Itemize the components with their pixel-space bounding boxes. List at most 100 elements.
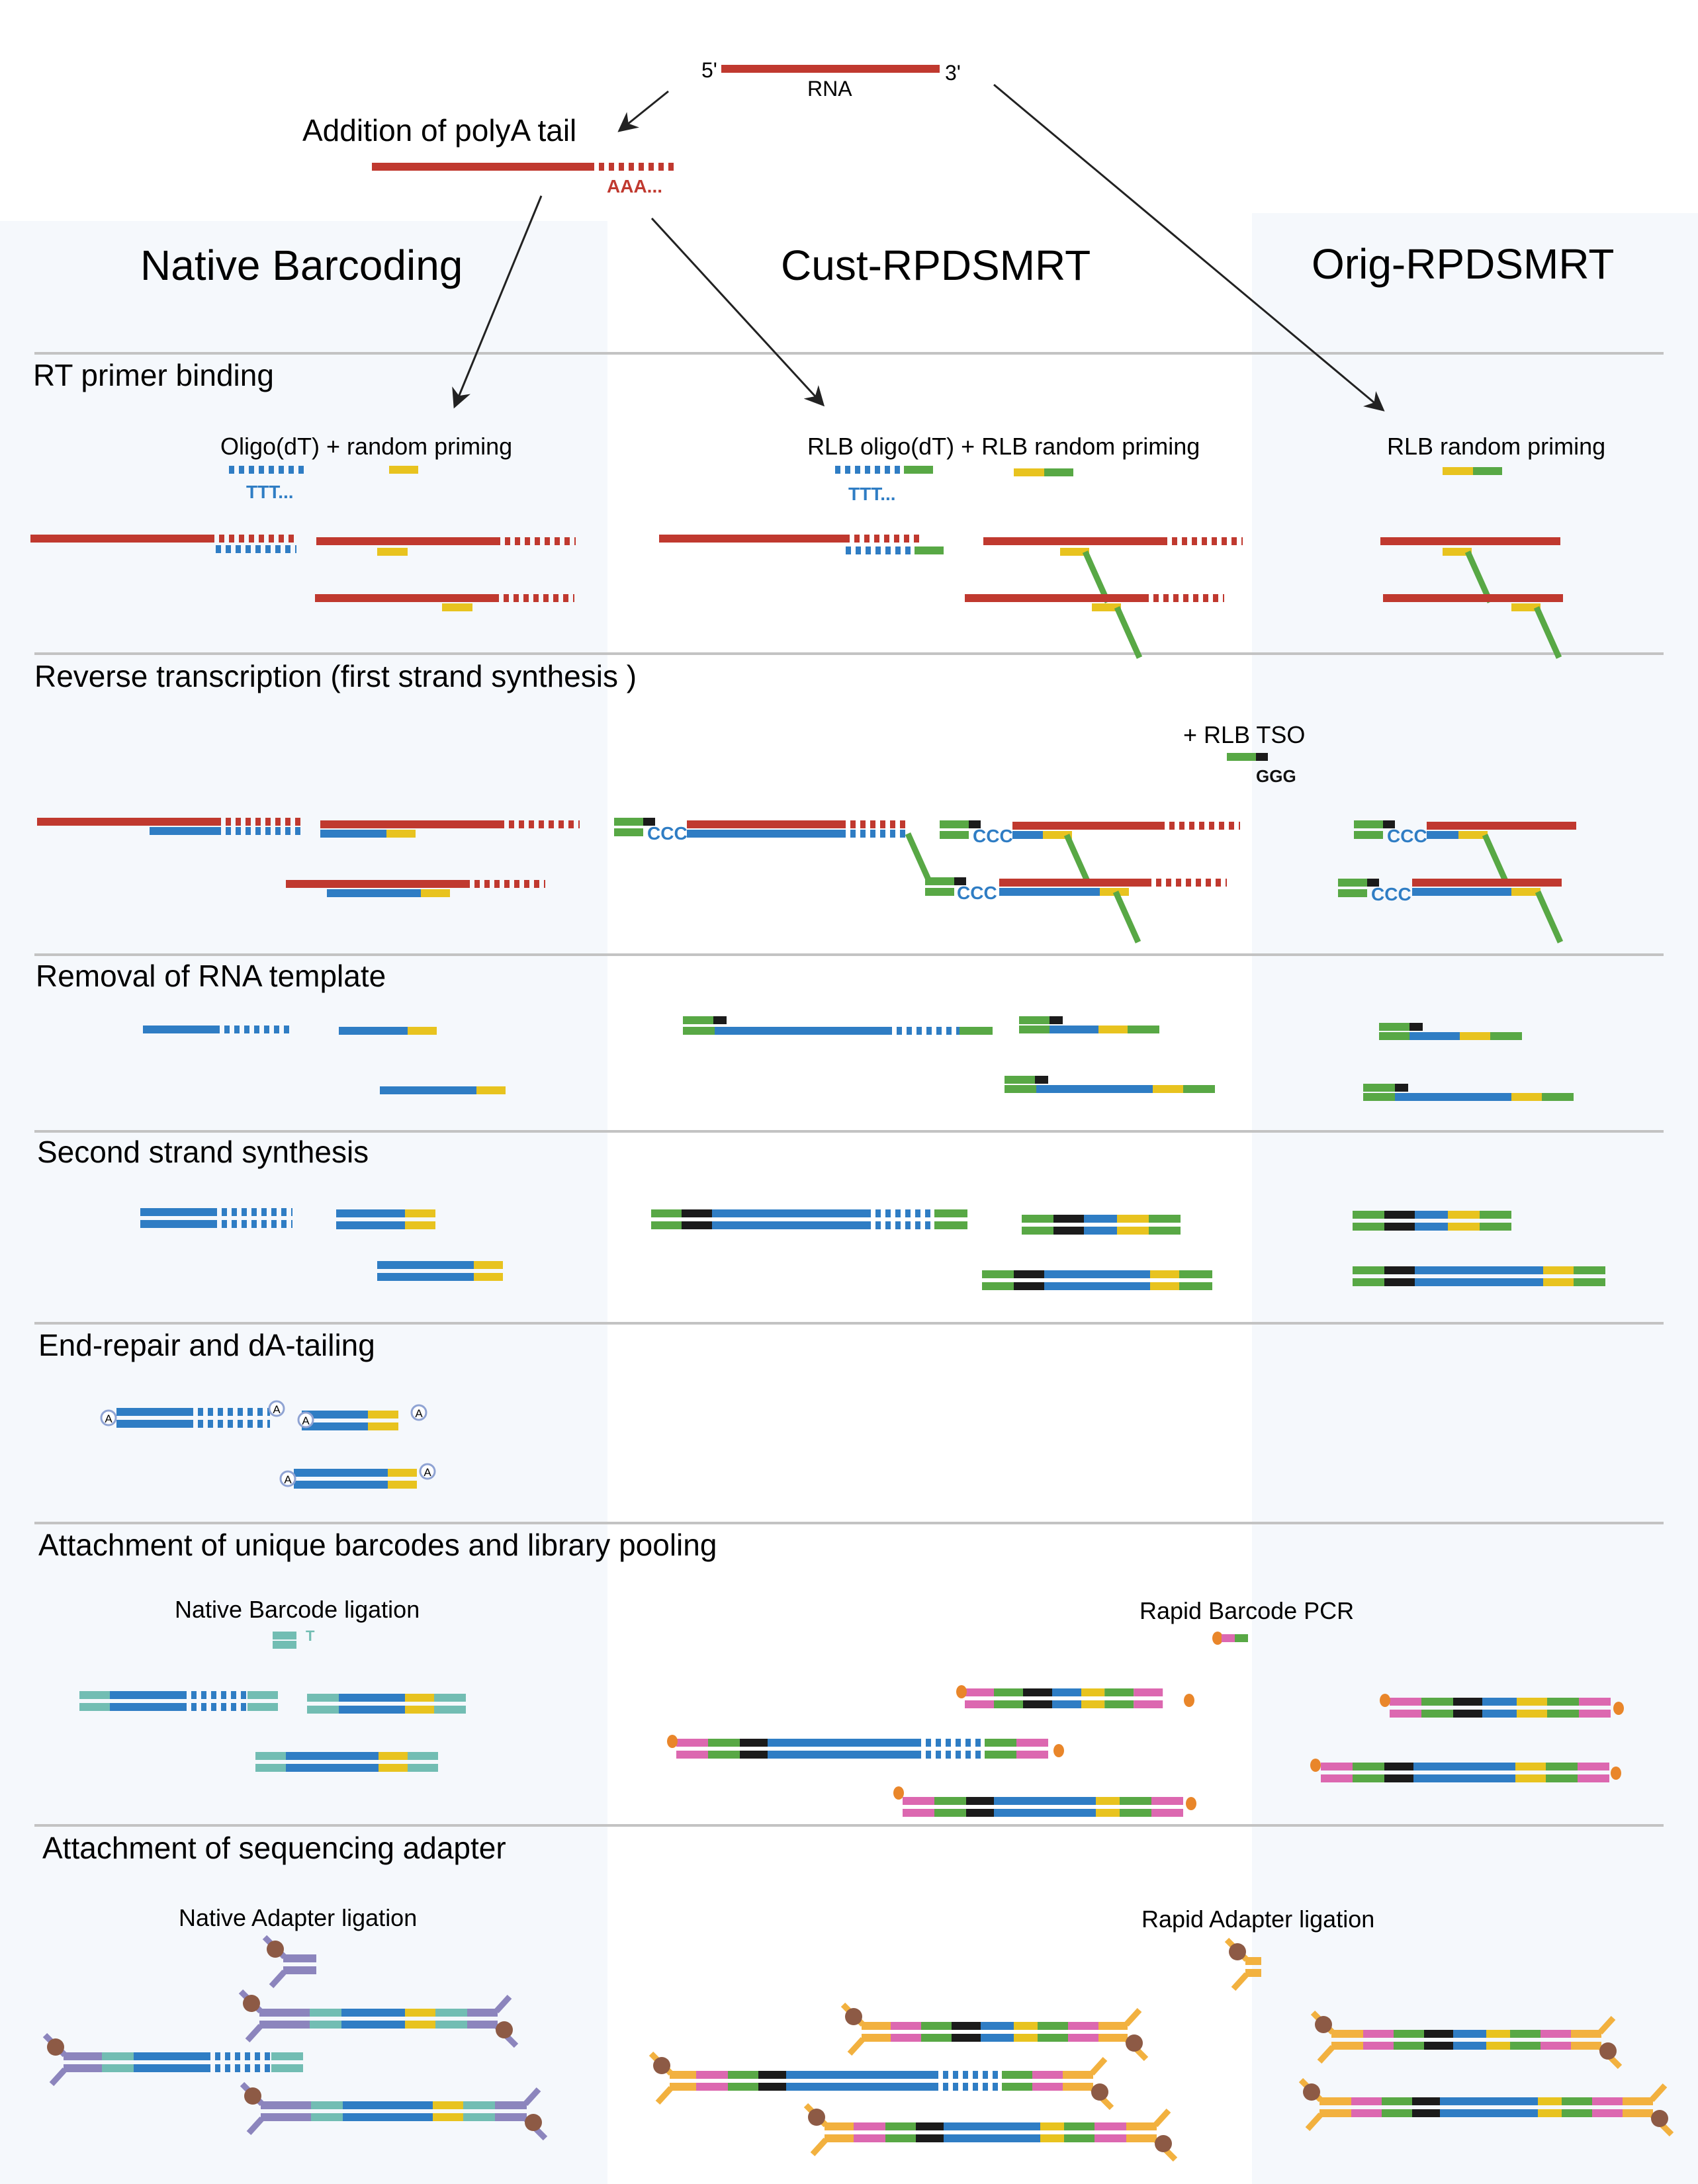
rlb-tail	[1535, 891, 1564, 943]
rna-label: RNA	[807, 77, 852, 101]
rna-template	[286, 880, 545, 888]
rna-template	[1383, 594, 1563, 602]
dash	[245, 2064, 250, 2072]
strand-segment	[676, 1739, 708, 1747]
adapter-top	[261, 2101, 311, 2109]
dashed-strand-segment	[589, 163, 674, 171]
barcode-end-dot	[1053, 1744, 1064, 1757]
strand-segment	[102, 2064, 134, 2072]
dash	[534, 880, 539, 888]
dash	[956, 1739, 961, 1747]
dash	[275, 545, 281, 553]
strand-segment	[1052, 1700, 1081, 1708]
motor-protein-icon	[525, 2114, 542, 2131]
dash	[840, 820, 846, 828]
strand-segment	[247, 1703, 278, 1711]
adapter-bottom	[259, 2021, 310, 2029]
dash	[238, 1420, 243, 1428]
strand-segment	[435, 2009, 467, 2017]
a-base-label: A	[424, 1466, 431, 1479]
strand-segment	[368, 1411, 398, 1419]
rapid-barcoded-dna	[965, 1688, 1163, 1708]
strand-segment	[1321, 1774, 1353, 1782]
barcode-end-dot	[1613, 1702, 1624, 1715]
strand-segment	[960, 1027, 993, 1035]
dash	[895, 1221, 901, 1229]
bottom-strand	[294, 1481, 417, 1489]
dash	[890, 820, 895, 828]
dash	[242, 1208, 247, 1216]
adapter-arm	[1231, 1972, 1249, 1991]
a-tail-ring	[410, 1404, 427, 1421]
dash	[261, 1208, 267, 1216]
dash	[295, 818, 300, 826]
dash	[1196, 879, 1201, 887]
dash	[226, 545, 231, 553]
barcode-end-dot	[1184, 1694, 1194, 1707]
dash	[291, 1208, 292, 1216]
strand-segment	[1227, 753, 1256, 761]
dash	[975, 1751, 981, 1759]
dash	[244, 1026, 249, 1033]
dash	[870, 830, 875, 838]
strand-segment	[1149, 1227, 1181, 1235]
dash	[1199, 822, 1204, 830]
rlb-tso-bottom	[940, 831, 969, 839]
dash	[269, 466, 274, 474]
single-strand-cdna	[683, 1027, 993, 1035]
step-divider	[34, 1322, 1664, 1325]
dash	[504, 594, 509, 602]
bottom-strand	[1390, 1710, 1611, 1718]
dash	[279, 466, 284, 474]
strand-segment	[740, 1751, 768, 1759]
column-title-native-barcoding: Native Barcoding	[140, 241, 463, 289]
strand-segment	[1363, 2030, 1394, 2038]
strand-segment	[683, 1027, 715, 1035]
dash	[209, 535, 214, 543]
strand-segment	[885, 2134, 916, 2142]
dash	[228, 1408, 233, 1416]
dash	[539, 820, 544, 828]
dash	[1219, 822, 1224, 830]
strand-segment	[1412, 2097, 1440, 2105]
adapter-arm	[269, 1969, 287, 1989]
dash	[255, 545, 261, 553]
strand-segment	[1460, 1032, 1490, 1040]
tso-label: + RLB TSO	[1183, 721, 1306, 748]
strand-segment	[965, 594, 1143, 602]
dash	[925, 1209, 930, 1217]
adapter-arm	[1305, 2112, 1323, 2132]
a-tail-marker: A	[410, 1404, 427, 1421]
bound-random-primer	[1060, 548, 1089, 556]
dash	[215, 2064, 220, 2072]
bound-random-primer	[1443, 548, 1472, 556]
dashed-strand-segment	[216, 818, 300, 826]
dash	[1163, 594, 1169, 602]
strand-segment	[1095, 2134, 1126, 2142]
tso-remnant	[1379, 1023, 1423, 1031]
top-strand	[79, 1691, 278, 1699]
a-tail-ring	[100, 1409, 117, 1426]
barcode-end-dot	[1186, 1797, 1196, 1810]
strand-segment	[388, 1481, 417, 1489]
strand-segment	[1084, 1227, 1117, 1235]
strand-segment	[1016, 1751, 1048, 1759]
bottom-strand	[965, 1700, 1163, 1708]
strand-segment	[1353, 1774, 1384, 1782]
strand-segment	[758, 2071, 786, 2079]
dash	[211, 1691, 216, 1699]
dash	[850, 820, 856, 828]
dash	[236, 545, 241, 553]
orig-primers-label: RLB random priming	[1387, 433, 1606, 460]
top-strand	[1321, 1763, 1609, 1770]
dash	[269, 535, 274, 543]
strand-segment	[405, 2021, 435, 2029]
strand-segment	[1117, 1227, 1149, 1235]
strand-segment	[1480, 1211, 1511, 1219]
strand-segment	[339, 1706, 405, 1714]
strand-segment	[1150, 1270, 1179, 1278]
strand-segment	[110, 1691, 181, 1699]
rlb-tso-bottom	[614, 828, 643, 836]
barcode-end-dot	[956, 1685, 967, 1698]
dash	[897, 1027, 902, 1035]
